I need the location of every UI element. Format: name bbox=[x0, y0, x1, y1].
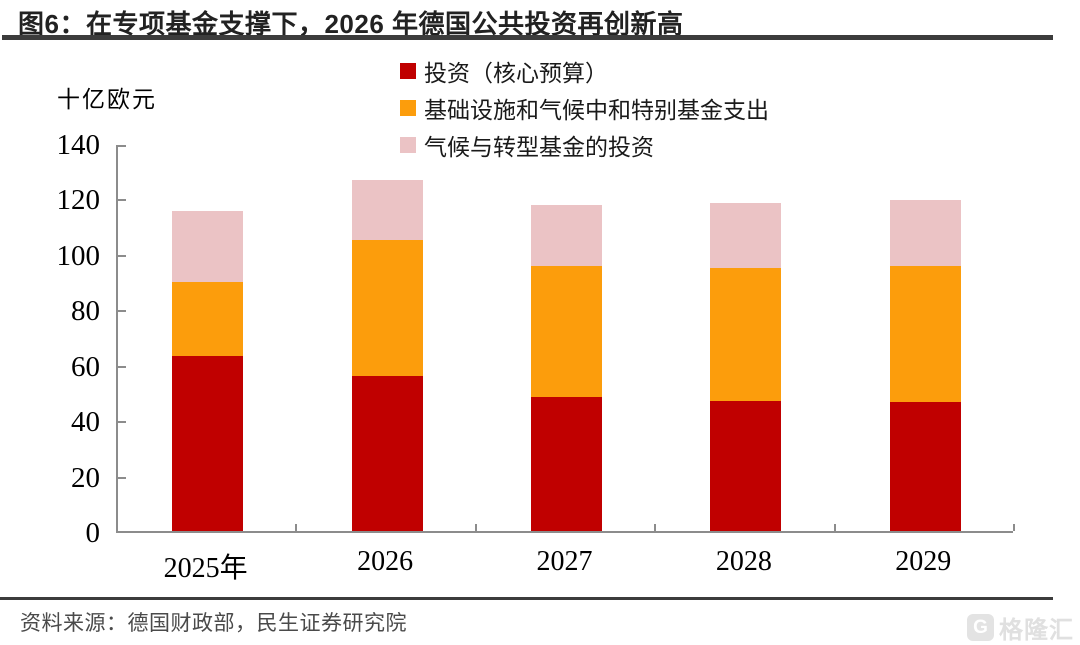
y-axis-tick bbox=[118, 145, 126, 147]
y-axis-tick bbox=[118, 199, 126, 202]
y-tick-label: 60 bbox=[71, 350, 100, 383]
footer-divider bbox=[0, 597, 1053, 600]
x-axis-tick bbox=[295, 524, 297, 531]
watermark-logo-text: 格隆汇 bbox=[999, 617, 1074, 644]
source-note: 资料来源：德国财政部，民生证券研究院 bbox=[20, 612, 407, 635]
figure-title: 图6：在专项基金支撑下，2026 年德国公共投资再创新高 bbox=[18, 9, 684, 39]
x-axis-tick bbox=[834, 524, 836, 531]
bar-segment bbox=[889, 402, 961, 531]
y-axis-tick bbox=[118, 310, 126, 313]
bar-segment bbox=[531, 266, 602, 397]
y-tick-label: 100 bbox=[56, 239, 101, 272]
y-axis-unit-label: 十亿欧元 bbox=[57, 87, 157, 112]
bar-segment bbox=[531, 205, 602, 267]
y-tick-label: 120 bbox=[56, 184, 101, 217]
legend-label: 气候与转型基金的投资 bbox=[424, 135, 654, 160]
legend-item: 气候与转型基金的投资 bbox=[400, 132, 769, 160]
y-axis-labels: 0 20 40 60 80 100 120 140 bbox=[20, 130, 101, 548]
x-axis-tick bbox=[654, 524, 656, 531]
x-axis-tick bbox=[1013, 524, 1015, 531]
watermark-logo-icon: G bbox=[967, 614, 994, 641]
y-tick-label: 40 bbox=[71, 406, 100, 439]
legend-item: 投资（核心预算） bbox=[400, 58, 769, 86]
stacked-bar bbox=[172, 143, 244, 531]
legend-label: 投资（核心预算） bbox=[424, 61, 608, 86]
y-tick-label: 0 bbox=[85, 517, 101, 549]
legend-swatch bbox=[400, 100, 416, 116]
bar-segment bbox=[531, 396, 602, 531]
x-axis-labels: 2025年 2026 2027 2028 2029 bbox=[116, 546, 1013, 584]
x-axis-label: 2025年 bbox=[163, 553, 248, 584]
y-tick-label: 20 bbox=[71, 461, 100, 494]
bar-segment bbox=[351, 375, 423, 531]
bar-segment bbox=[172, 281, 244, 357]
watermark-logo: G 格隆汇 bbox=[967, 610, 1074, 645]
bar-segment bbox=[710, 202, 782, 268]
legend-swatch bbox=[400, 137, 416, 153]
y-tick-label: 80 bbox=[71, 295, 100, 328]
bar-segment bbox=[889, 266, 961, 403]
title-divider bbox=[2, 35, 1053, 40]
bar-segment bbox=[710, 267, 782, 401]
legend-swatch bbox=[400, 63, 416, 79]
bar-segment bbox=[172, 356, 244, 531]
y-axis-tick bbox=[118, 254, 126, 257]
legend-label: 基础设施和气候中和特别基金支出 bbox=[424, 98, 769, 123]
stacked-bar bbox=[531, 143, 602, 531]
x-axis-label: 2026 bbox=[357, 546, 414, 577]
chart-legend: 投资（核心预算） 基础设施和气候中和特别基金支出 气候与转型基金的投资 bbox=[400, 58, 769, 160]
x-axis-label: 2027 bbox=[536, 546, 593, 577]
stacked-bar bbox=[889, 143, 961, 531]
bar-segment bbox=[351, 180, 423, 240]
plot-area bbox=[116, 143, 1015, 533]
legend-item: 基础设施和气候中和特别基金支出 bbox=[400, 95, 769, 123]
y-axis-tick bbox=[118, 476, 126, 479]
y-axis-tick bbox=[118, 421, 126, 424]
stacked-bar bbox=[710, 143, 782, 531]
x-axis-label: 2028 bbox=[715, 546, 772, 577]
x-axis-label: 2029 bbox=[895, 546, 952, 577]
bar-segment bbox=[351, 240, 423, 376]
bar-segment bbox=[889, 199, 961, 267]
stacked-bar bbox=[351, 143, 423, 531]
y-tick-label: 140 bbox=[56, 129, 101, 161]
y-axis-tick bbox=[118, 365, 126, 368]
x-axis-tick bbox=[475, 524, 477, 531]
bar-segment bbox=[172, 210, 244, 282]
bar-segment bbox=[710, 400, 782, 531]
